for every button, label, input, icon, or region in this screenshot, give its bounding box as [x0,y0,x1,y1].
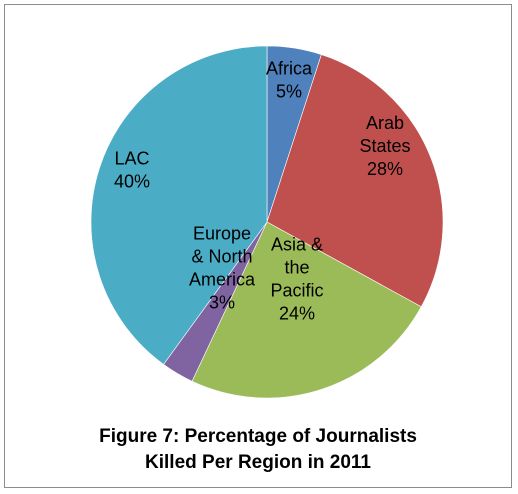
slice-label-line: 3% [209,293,235,313]
figure-caption: Figure 7: Percentage of Journalists Kill… [4,424,512,476]
slice-label-line: 24% [279,304,315,324]
slice-label-line: Asia & [271,235,323,255]
slice-label-line: America [189,270,256,290]
slice-label-line: 5% [276,82,302,102]
slice-label-0: Africa 5% [266,59,313,102]
slice-label-2: Asia & the Pacific 24% [270,235,323,324]
pie-slice-4 [90,45,268,365]
slice-label-line: LAC [114,149,149,169]
caption-line-1: Figure 7: Percentage of Journalists [99,426,417,447]
slice-label-line: Africa [266,59,313,79]
slice-label-3: Europe & North America 3% [189,224,256,313]
slice-label-1: Arab States 28% [359,113,410,179]
slice-label-line: Europe [193,224,251,244]
pie-chart: Africa 5% Arab States 28% Asia & the Pacific 24%… [90,45,444,399]
pie-slice-1 [266,54,444,308]
slice-label-line: the [284,258,309,278]
slice-label-line: 28% [367,159,403,179]
slice-label-line: Pacific [270,281,323,301]
slice-label-line: & North [191,247,252,267]
slice-label-line: Arab [366,113,404,133]
pie-slice-2 [191,221,422,399]
pie-labels: Africa 5% Arab States 28% Asia & the Pacific 24%… [114,59,411,324]
pie-slices [90,45,444,399]
slice-label-line: States [359,136,410,156]
caption-line-2: Killed Per Region in 2011 [145,452,371,473]
slice-label-line: 40% [114,172,150,192]
slice-label-4: LAC 40% [114,149,150,192]
